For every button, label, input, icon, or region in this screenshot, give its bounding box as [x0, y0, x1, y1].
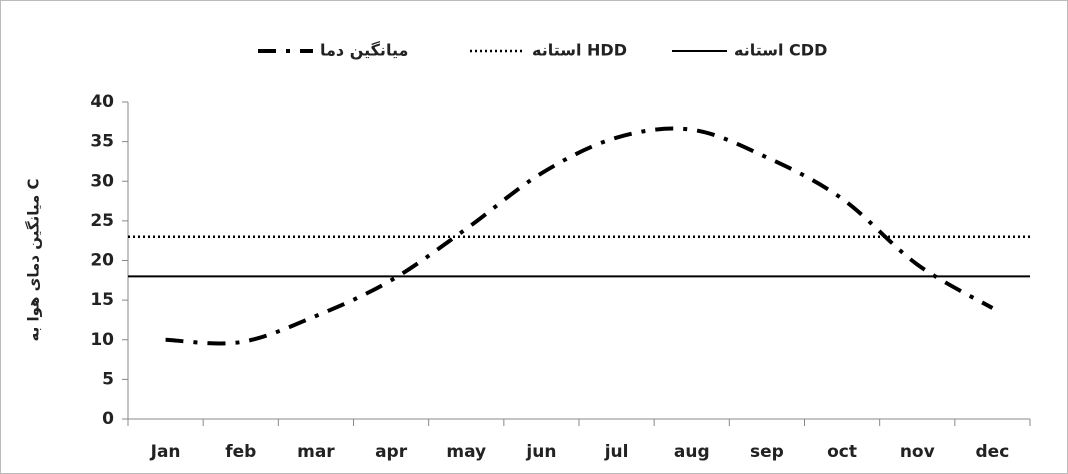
y-tick-label: 25 [90, 211, 114, 231]
y-tick-label: 35 [90, 132, 114, 152]
x-tick-label: may [446, 442, 486, 462]
legend-label: میانگین دما [320, 41, 408, 60]
legend-label: استانه HDD [532, 41, 627, 60]
x-tick-label: Jan [150, 442, 181, 462]
x-tick-label: dec [976, 442, 1010, 462]
y-tick-label: 5 [102, 369, 114, 389]
x-tick-label: nov [900, 442, 935, 462]
y-axis-label: میانگین دمای هوا به C [25, 179, 43, 342]
y-tick-label: 15 [90, 290, 114, 310]
x-tick-label: jul [604, 442, 629, 462]
x-tick-label: apr [375, 442, 408, 462]
legend-label: استانه CDD [734, 41, 827, 60]
data-line [165, 126, 994, 346]
x-tick-label: feb [225, 442, 256, 462]
x-tick-label: sep [750, 442, 784, 462]
y-tick-label: 30 [90, 171, 114, 191]
x-tick-label: aug [674, 442, 710, 462]
x-tick-label: jun [525, 442, 556, 462]
y-tick-label: 0 [102, 409, 114, 429]
x-tick-label: oct [827, 442, 857, 462]
y-tick-label: 40 [90, 92, 114, 112]
y-tick-label: 20 [90, 251, 114, 271]
x-tick-label: mar [297, 442, 335, 462]
y-tick-label: 10 [90, 330, 114, 350]
